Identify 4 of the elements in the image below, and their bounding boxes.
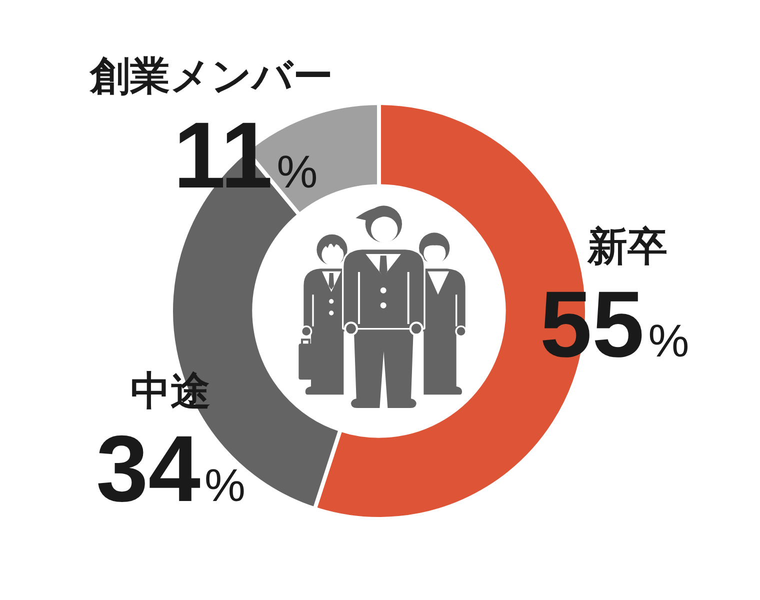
slice-label: 新卒 xyxy=(586,224,668,270)
data-label: 11% xyxy=(173,102,318,208)
data-label: 34% xyxy=(96,416,246,521)
slice-label: 創業メンバー xyxy=(89,54,334,100)
